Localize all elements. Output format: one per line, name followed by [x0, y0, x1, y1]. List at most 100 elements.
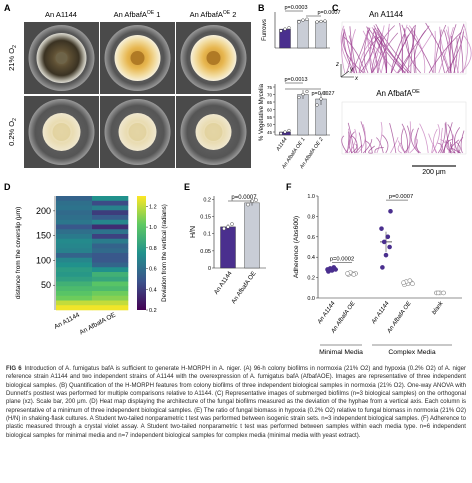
colony-center: [204, 123, 223, 141]
heatmap-cell: [56, 200, 93, 206]
data-point: [315, 103, 319, 107]
hypha: [449, 24, 457, 74]
bar: [297, 19, 309, 49]
p-value-label: p=0.0003: [284, 5, 307, 11]
data-point: [435, 290, 441, 296]
hypha: [357, 124, 366, 154]
group-label: Minimal Media: [319, 349, 363, 356]
data-point: [319, 19, 323, 24]
hypha: [369, 27, 376, 74]
data-point: [305, 17, 309, 21]
hypha: [376, 137, 384, 154]
data-point: [230, 222, 234, 226]
hypha: [438, 26, 454, 74]
heatmap-cell: [92, 257, 129, 263]
hypha: [374, 147, 384, 154]
data-point: [301, 18, 305, 22]
hypha: [390, 33, 405, 74]
data-point: [383, 252, 389, 258]
hypha: [460, 130, 465, 154]
data-point: [407, 278, 413, 283]
hypha: [348, 128, 357, 154]
heatmap-cell: [92, 224, 129, 230]
hypha: [408, 121, 411, 154]
y-tick-label: 0.0: [307, 296, 315, 302]
p-value-label: p=0.0013: [284, 77, 307, 83]
data-point: [305, 89, 309, 94]
heatmap-cell: [56, 281, 93, 287]
data-point: [283, 130, 287, 134]
hypha: [399, 23, 404, 74]
hypha: [380, 23, 390, 74]
data-point: [319, 97, 323, 101]
data-point: [380, 265, 385, 270]
heatmap-cell: [92, 215, 129, 221]
hypha: [449, 141, 456, 154]
colorbar-tick-label: 1.2: [149, 204, 157, 210]
heatmap-cell: [92, 229, 129, 235]
heatmap-cell: [56, 272, 93, 278]
hypha: [419, 123, 429, 154]
bar: [244, 202, 260, 269]
row-label-hypoxia: 0.2% O2: [7, 118, 18, 146]
hypha: [410, 24, 416, 74]
hypha: [372, 28, 406, 74]
chart-adherence: 0.0 0.2 0.4 0.6 0.8 1.0 Adherence (Abs600) An A…: [293, 194, 462, 356]
y-tick-label: 0.1: [203, 232, 211, 238]
y-tick-label: 55: [267, 115, 273, 120]
p-value-label: p=0.0007: [231, 195, 257, 201]
hypha: [451, 35, 456, 74]
hypha: [350, 29, 369, 74]
p-value-label: p=0.0027: [311, 91, 334, 97]
data-point: [401, 280, 406, 286]
biofilm-label-oe: An AfbafAOE: [376, 89, 420, 98]
hypha: [407, 26, 434, 74]
heatmap-cell: [56, 262, 93, 268]
y-tick-label: 70: [267, 92, 273, 97]
y-tick-label: 0.2: [307, 276, 315, 282]
hypha: [343, 29, 355, 74]
data-point: [246, 202, 250, 207]
xyz-axis-glyph: z x y: [335, 62, 359, 82]
hypha: [432, 128, 438, 154]
heatmap-cell: [56, 300, 93, 306]
hypha: [366, 26, 378, 74]
colony-center: [128, 123, 147, 141]
panel-letter-f: F: [286, 182, 292, 192]
y-axis-label: distance from the coverslip (μm): [15, 207, 22, 300]
data-point: [279, 131, 283, 136]
hypha: [362, 30, 382, 74]
data-point: [323, 91, 327, 95]
heatmap-cell: [92, 219, 129, 225]
p-value-label: p=0.0007: [389, 194, 413, 200]
heatmap-chart: 50 100 150 200 distance from the coverslip (…: [15, 196, 168, 336]
colorbar: [137, 196, 146, 310]
colony-column-label-1: An A1144: [45, 10, 77, 19]
scale-bar-label: 200 μm: [422, 169, 446, 176]
panel-letter-b: B: [258, 3, 265, 13]
colony-center: [130, 51, 145, 65]
heatmap-cell: [92, 238, 129, 244]
data-point: [325, 267, 330, 272]
x-tick-label: blank: [431, 300, 445, 316]
data-point: [345, 271, 350, 276]
y-tick-label: 50: [41, 280, 51, 290]
heatmap-cell: [92, 267, 129, 273]
panel-letter-e: E: [184, 182, 190, 192]
colony-center: [55, 52, 68, 64]
hypha: [376, 121, 383, 154]
y-tick-label: 65: [267, 100, 273, 105]
panel-b-quantification: B Furrows p=0.0003 p=0.0007 45 50 55 60 65 70 75…: [258, 3, 341, 171]
hypha: [368, 145, 375, 154]
heatmap-cell: [56, 238, 93, 244]
hypha: [375, 37, 387, 74]
y-tick-label: 75: [267, 85, 273, 90]
hypha: [348, 131, 355, 154]
data-point: [387, 244, 392, 250]
y-axis-label: H/N: [190, 226, 197, 238]
panel-letter-c: C: [332, 3, 339, 13]
heatmap-cell: [92, 286, 129, 292]
heatmap-cell: [56, 205, 93, 211]
